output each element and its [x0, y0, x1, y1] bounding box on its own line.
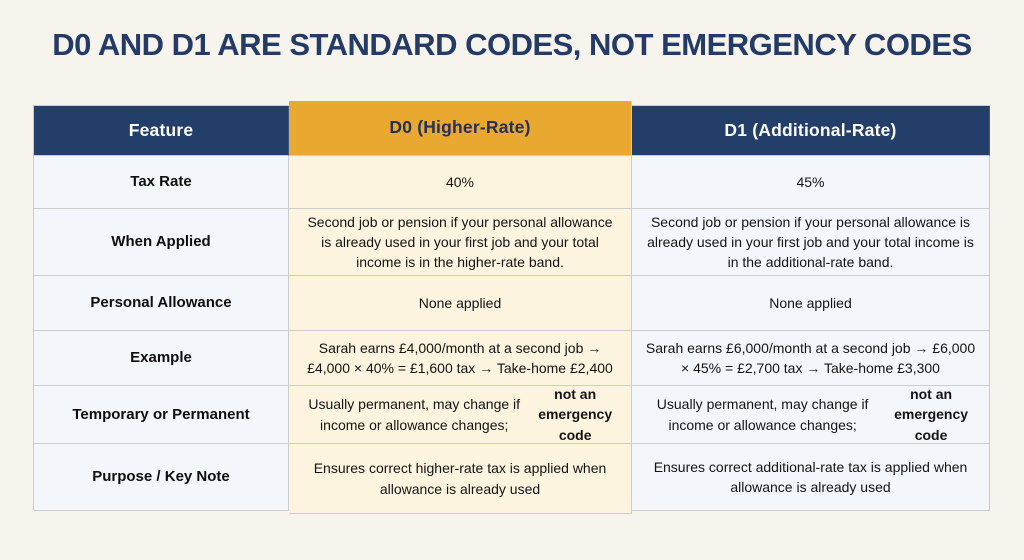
temporary-permanent-d0-bold: not an emergency code: [538, 386, 613, 443]
row-tax-rate-label: Tax Rate: [34, 156, 289, 209]
row-purpose-key-note-label: Purpose / Key Note: [34, 444, 289, 511]
cell-when-applied-d0: Second job or pension if your personal a…: [289, 209, 632, 276]
cell-example-d0: Sarah earns £4,000/month at a second job…: [289, 331, 632, 386]
cell-purpose-key-note-d0: Ensures correct higher-rate tax is appli…: [289, 444, 632, 514]
cell-personal-allowance-d0: None applied: [289, 276, 632, 331]
header-d1: D1 (Additional-Rate): [632, 106, 990, 156]
header-d0: D0 (Higher-Rate): [289, 101, 632, 156]
header-feature: Feature: [34, 106, 289, 156]
cell-tax-rate-d0: 40%: [289, 156, 632, 209]
cell-purpose-key-note-d1: Ensures correct additional-rate tax is a…: [632, 444, 990, 511]
temporary-permanent-d1-text: Usually permanent, may change if income …: [656, 396, 869, 433]
comparison-table: Feature D0 (Higher-Rate) D1 (Additional-…: [33, 101, 990, 514]
cell-temporary-permanent-d0: Usually permanent, may change if income …: [289, 386, 632, 444]
row-personal-allowance-label: Personal Allowance: [34, 276, 289, 331]
row-when-applied-label: When Applied: [34, 209, 289, 276]
row-temporary-permanent-label: Temporary or Permanent: [34, 386, 289, 444]
cell-example-d1: Sarah earns £6,000/month at a second job…: [632, 331, 990, 386]
cell-tax-rate-d1: 45%: [632, 156, 990, 209]
cell-personal-allowance-d1: None applied: [632, 276, 990, 331]
row-example-label: Example: [34, 331, 289, 386]
cell-temporary-permanent-d1: Usually permanent, may change if income …: [632, 386, 990, 444]
cell-when-applied-d1: Second job or pension if your personal a…: [632, 209, 990, 276]
page-title: D0 AND D1 ARE STANDARD CODES, NOT EMERGE…: [52, 27, 972, 62]
temporary-permanent-d1-bold: not an emergency code: [894, 386, 969, 443]
temporary-permanent-d0-text: Usually permanent, may change if income …: [308, 396, 521, 433]
